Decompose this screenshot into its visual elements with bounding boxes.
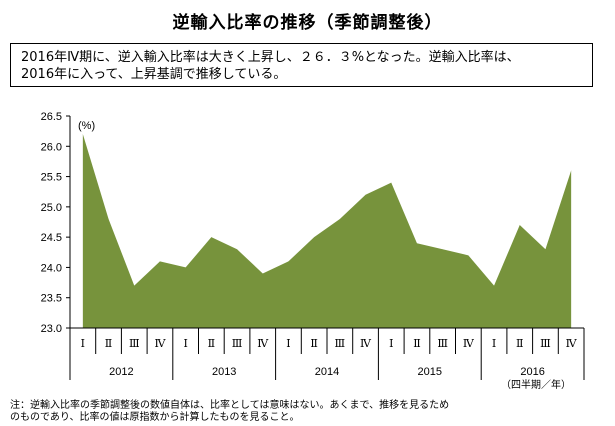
footnote: 注：逆輸入比率の季節調整後の数値自体は、比率としては意味はない。あくまで、推移を…	[10, 400, 610, 424]
x-tick-label-12: Ⅰ	[389, 337, 393, 350]
x-tick-label-0: Ⅰ	[81, 337, 85, 350]
year-label-2015: 2015	[418, 366, 442, 378]
x-tick-label-14: Ⅲ	[437, 337, 448, 350]
x-tick-label-1: Ⅱ	[105, 337, 112, 350]
x-tick-label-4: Ⅰ	[183, 337, 187, 350]
year-label-2016: 2016	[520, 366, 544, 378]
y-tick-label-7: 26.5	[41, 111, 62, 123]
x-tick-label-11: Ⅳ	[360, 337, 372, 350]
x-tick-label-6: Ⅲ	[232, 337, 243, 350]
y-tick-label-6: 26.0	[41, 141, 62, 153]
x-tick-label-7: Ⅳ	[257, 337, 269, 350]
summary-line-1: 2016年Ⅳ期に、逆入輸入比率は大きく上昇し、２６．３%となった。逆輸入比率は、	[21, 50, 520, 65]
x-tick-label-10: Ⅲ	[335, 337, 346, 350]
y-tick-label-0: 23.0	[41, 323, 62, 335]
year-label-2012: 2012	[109, 366, 133, 378]
x-tick-label-16: Ⅰ	[492, 337, 496, 350]
x-tick-label-15: Ⅳ	[463, 337, 475, 350]
x-tick-label-9: Ⅱ	[310, 337, 317, 350]
y-tick-label-1: 23.5	[41, 293, 62, 305]
x-tick-label-8: Ⅰ	[286, 337, 290, 350]
year-label-2013: 2013	[212, 366, 236, 378]
footnote-line-2: のものであり、比率の値は原指数から計算したものを見ること。	[10, 412, 300, 423]
y-axis-label: (%)	[78, 120, 95, 132]
x-axis-unit: （四半期／年）	[501, 378, 571, 391]
footnote-line-1: 注：逆輸入比率の季節調整後の数値自体は、比率としては意味はない。あくまで、推移を…	[10, 400, 450, 411]
series-area	[82, 134, 572, 328]
x-tick-label-19: Ⅳ	[566, 337, 578, 350]
chart-title: 逆輸入比率の推移（季節調整後）	[172, 13, 443, 33]
x-tick-label-3: Ⅳ	[154, 337, 166, 350]
y-tick-label-2: 24.0	[41, 262, 62, 274]
x-tick-label-13: Ⅱ	[413, 337, 420, 350]
y-tick-label-4: 25.0	[41, 202, 62, 214]
x-tick-label-17: Ⅱ	[516, 337, 523, 350]
plot-area: 23.0 23.5 24.0 24.5 25.0 25.5 26.0 26.5 (%) Ⅰ Ⅱ Ⅲ Ⅳ Ⅰ…	[41, 111, 585, 391]
summary-box: 2016年Ⅳ期に、逆入輸入比率は大きく上昇し、２６．３%となった。逆輸入比率は、…	[10, 43, 593, 87]
summary-line-2: 2016年に入って、上昇基調で推移している。	[21, 67, 287, 82]
x-tick-label-2: Ⅲ	[129, 337, 140, 350]
year-label-2014: 2014	[315, 366, 339, 378]
y-tick-label-3: 24.5	[41, 232, 62, 244]
y-tick-label-5: 25.5	[41, 172, 62, 184]
x-tick-label-18: Ⅲ	[540, 337, 551, 350]
x-tick-label-5: Ⅱ	[208, 337, 215, 350]
